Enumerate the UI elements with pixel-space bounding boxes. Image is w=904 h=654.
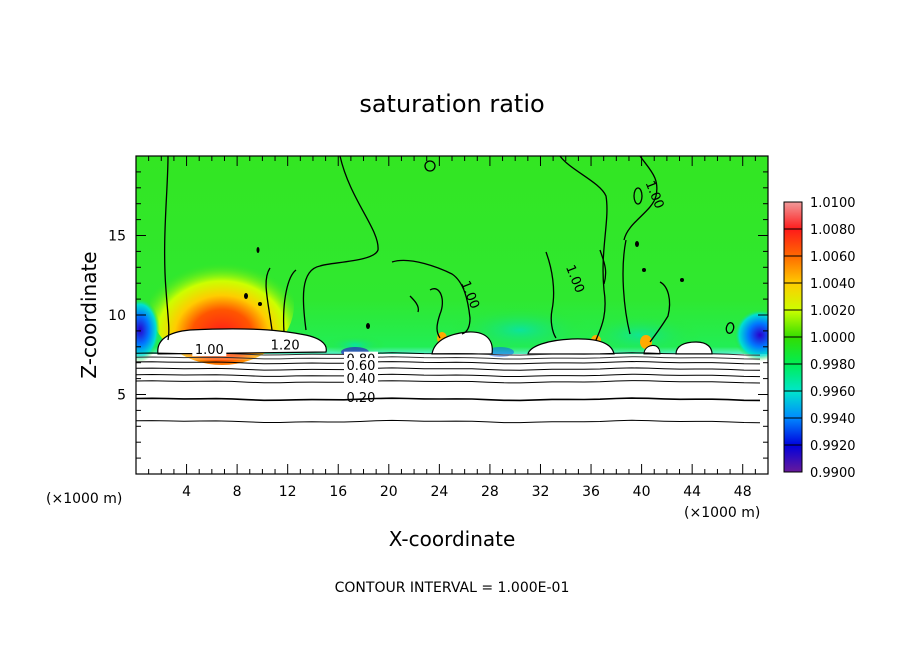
cloud-blob — [431, 331, 493, 355]
contour-label-bg — [343, 358, 378, 373]
contour-labels: 1.001.200.800.600.400.201.001.001.00 — [192, 179, 666, 406]
x-tick-label: 16 — [329, 484, 347, 500]
x-tick-label: 20 — [380, 484, 398, 500]
contour-dots — [244, 241, 684, 329]
contour-label-text: 1.00 — [195, 343, 224, 358]
y-axis-label: Z-coordinate — [77, 251, 101, 378]
x-axis-label: X-coordinate — [389, 527, 516, 551]
colorbar-label: 1.0040 — [810, 277, 856, 292]
colorbar-segment — [784, 391, 802, 419]
colorbar-label: 0.9900 — [810, 466, 856, 481]
x-tick-label: 36 — [582, 484, 600, 500]
cloud-blob — [643, 345, 661, 355]
y-axis-ticks: 5 10 15 — [108, 171, 768, 459]
stable-contour-line — [136, 360, 761, 365]
x-tick-label: 28 — [481, 484, 499, 500]
subsaturated-right — [734, 309, 768, 361]
y-tick-label: 5 — [117, 388, 126, 404]
colorbar-label: 0.9920 — [810, 439, 856, 454]
colorbar-segment — [784, 418, 802, 446]
colorbar-label: 1.0080 — [810, 223, 856, 238]
stable-contour-line — [136, 352, 761, 356]
x-tick-label: 40 — [633, 484, 651, 500]
y-tick-label: 10 — [108, 308, 126, 324]
x-axis-unit: (×1000 m) — [684, 505, 760, 521]
stable-contour-line — [136, 380, 761, 384]
contour-label: 0.20 — [347, 391, 376, 406]
x-tick-label: 24 — [430, 484, 448, 500]
x-axis-ticks: 4 8 12 16 20 24 28 32 36 40 44 48 — [148, 156, 756, 500]
hot-patch — [640, 335, 652, 349]
contour-label: 1.00 — [192, 342, 227, 358]
x-tick-label: 32 — [532, 484, 550, 500]
stable-contour-line — [136, 367, 761, 371]
colorbar-segment — [784, 202, 802, 230]
colorbar-label: 1.0000 — [810, 331, 856, 346]
contour-label-text: 0.40 — [347, 372, 376, 387]
contour-label-bg — [268, 337, 303, 352]
base-band — [136, 354, 768, 360]
colorbar-segment — [784, 256, 802, 284]
colorbar-segment — [784, 337, 802, 365]
colorbar-segment — [784, 445, 802, 473]
y-axis-unit: (×1000 m) — [46, 491, 122, 507]
colorbar-label: 1.0100 — [810, 196, 856, 211]
cloud-blob — [675, 341, 713, 355]
colorbar-segment — [784, 283, 802, 311]
contour-1-00 — [163, 156, 735, 343]
colorbar-label: 0.9980 — [810, 358, 856, 373]
stable-layer-contours — [136, 352, 761, 424]
colorbar-segment — [784, 364, 802, 392]
stable-layer — [136, 354, 768, 474]
contour-label-bg — [192, 342, 227, 357]
contour-label-text: 0.60 — [347, 359, 376, 374]
cloud-blob — [527, 338, 615, 355]
colorbar-label: 0.9960 — [810, 385, 856, 400]
contour-label-bg — [343, 370, 378, 385]
contour-label: 1.20 — [268, 337, 303, 353]
x-tick-label: 8 — [233, 484, 242, 500]
x-tick-label: 4 — [182, 484, 191, 500]
stable-contour-line — [136, 397, 761, 402]
contour-label: 0.40 — [343, 370, 378, 387]
cyan-patch — [325, 335, 385, 355]
x-tick-label: 48 — [734, 484, 752, 500]
subsaturated-left — [136, 298, 160, 362]
colorbar-label: 1.0060 — [810, 250, 856, 265]
stable-contour-line — [136, 373, 761, 378]
contour-label-text: 0.20 — [347, 391, 376, 406]
contour-interval-note: CONTOUR INTERVAL = 1.000E-01 — [335, 580, 570, 596]
stable-contour-line — [136, 356, 761, 360]
colorbar-label: 1.0020 — [810, 304, 856, 319]
x-tick-label: 12 — [279, 484, 297, 500]
colorbar-label: 0.9940 — [810, 412, 856, 427]
stable-contour-line — [136, 419, 761, 424]
colorbar: 1.0100 1.0080 1.0060 1.0040 1.0020 1.0000 0.99… — [783, 196, 856, 481]
x-tick-label: 44 — [683, 484, 701, 500]
contour-label: 0.60 — [343, 358, 378, 374]
contour-label-text: 1.20 — [271, 338, 300, 353]
colorbar-segment — [784, 310, 802, 338]
y-tick-label: 15 — [108, 229, 126, 245]
colorbar-segment — [784, 229, 802, 257]
chart-title: saturation ratio — [359, 90, 544, 118]
plot-area — [136, 156, 768, 474]
